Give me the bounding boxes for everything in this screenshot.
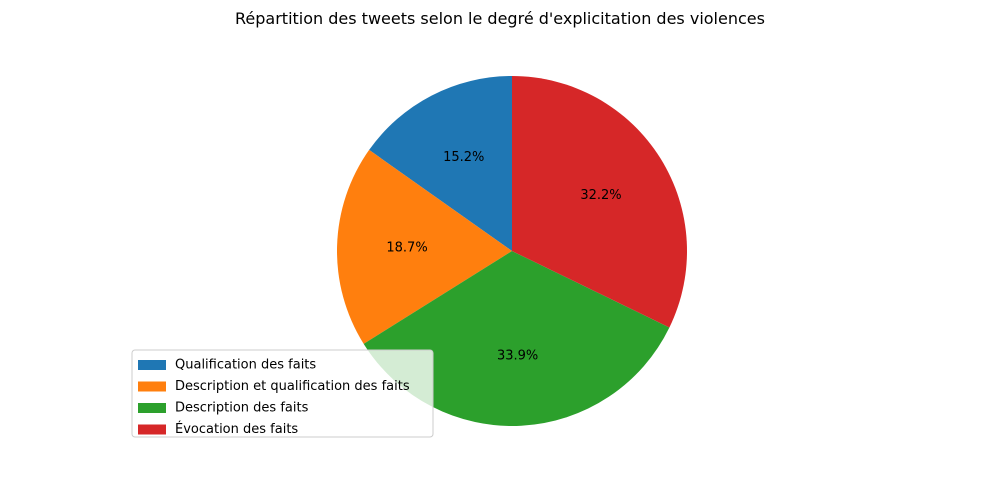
legend-swatch xyxy=(138,360,166,370)
legend-frame xyxy=(131,349,434,438)
legend-label: Qualification des faits xyxy=(175,358,316,373)
pie-percentage-label: 18.7% xyxy=(386,241,427,256)
pie-slice-4 xyxy=(512,76,687,328)
pie-percentage-label: 32.2% xyxy=(580,188,621,203)
pie-slice-3 xyxy=(363,251,670,426)
percentage-labels: 15.2% 18.7% 33.9% 32.2% xyxy=(386,150,621,363)
chart-title: Répartition des tweets selon le degré d'… xyxy=(235,9,765,28)
legend-swatch xyxy=(138,381,166,392)
legend-label: Description des faits xyxy=(175,401,309,416)
pie-slice-2 xyxy=(337,149,512,344)
legend-swatch xyxy=(138,403,166,413)
pie-percentage-label: 33.9% xyxy=(497,348,538,363)
pie-percentage-label: 15.2% xyxy=(443,150,484,165)
legend-label: Évocation des faits xyxy=(175,421,298,437)
pie-slice-1 xyxy=(369,76,512,251)
pie-slices xyxy=(337,76,687,426)
legend-swatch xyxy=(138,424,166,435)
legend: Qualification des faits Description et qu… xyxy=(131,349,434,438)
legend-label: Description et qualification des faits xyxy=(175,379,410,394)
